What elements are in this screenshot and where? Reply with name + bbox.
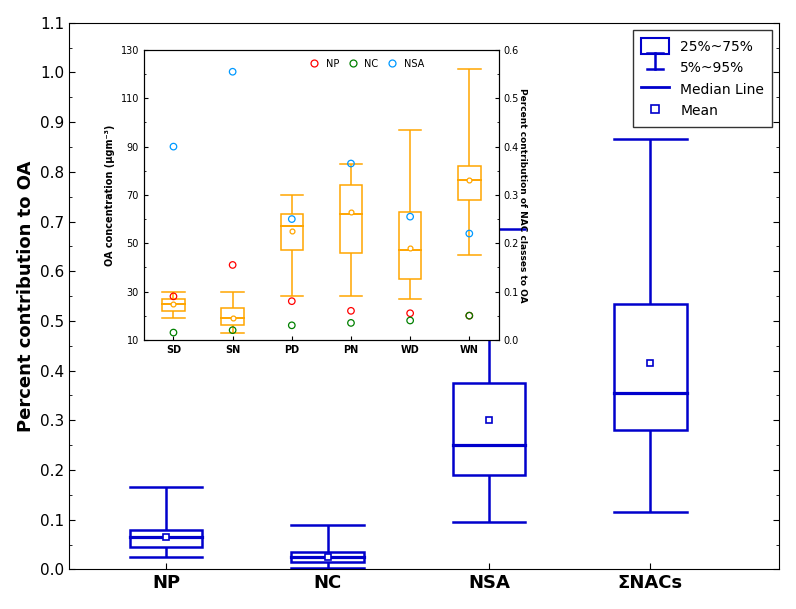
- Bar: [291, 552, 364, 562]
- Legend: 25%~75%, 5%~95%, Median Line, Mean: 25%~75%, 5%~95%, Median Line, Mean: [633, 30, 772, 127]
- Bar: [130, 530, 202, 547]
- Bar: [453, 383, 525, 475]
- Y-axis label: Percent contribution to OA: Percent contribution to OA: [17, 160, 35, 432]
- Bar: [614, 303, 686, 431]
- Y-axis label: Percent contribution of NAC classes to OA: Percent contribution of NAC classes to O…: [518, 88, 528, 302]
